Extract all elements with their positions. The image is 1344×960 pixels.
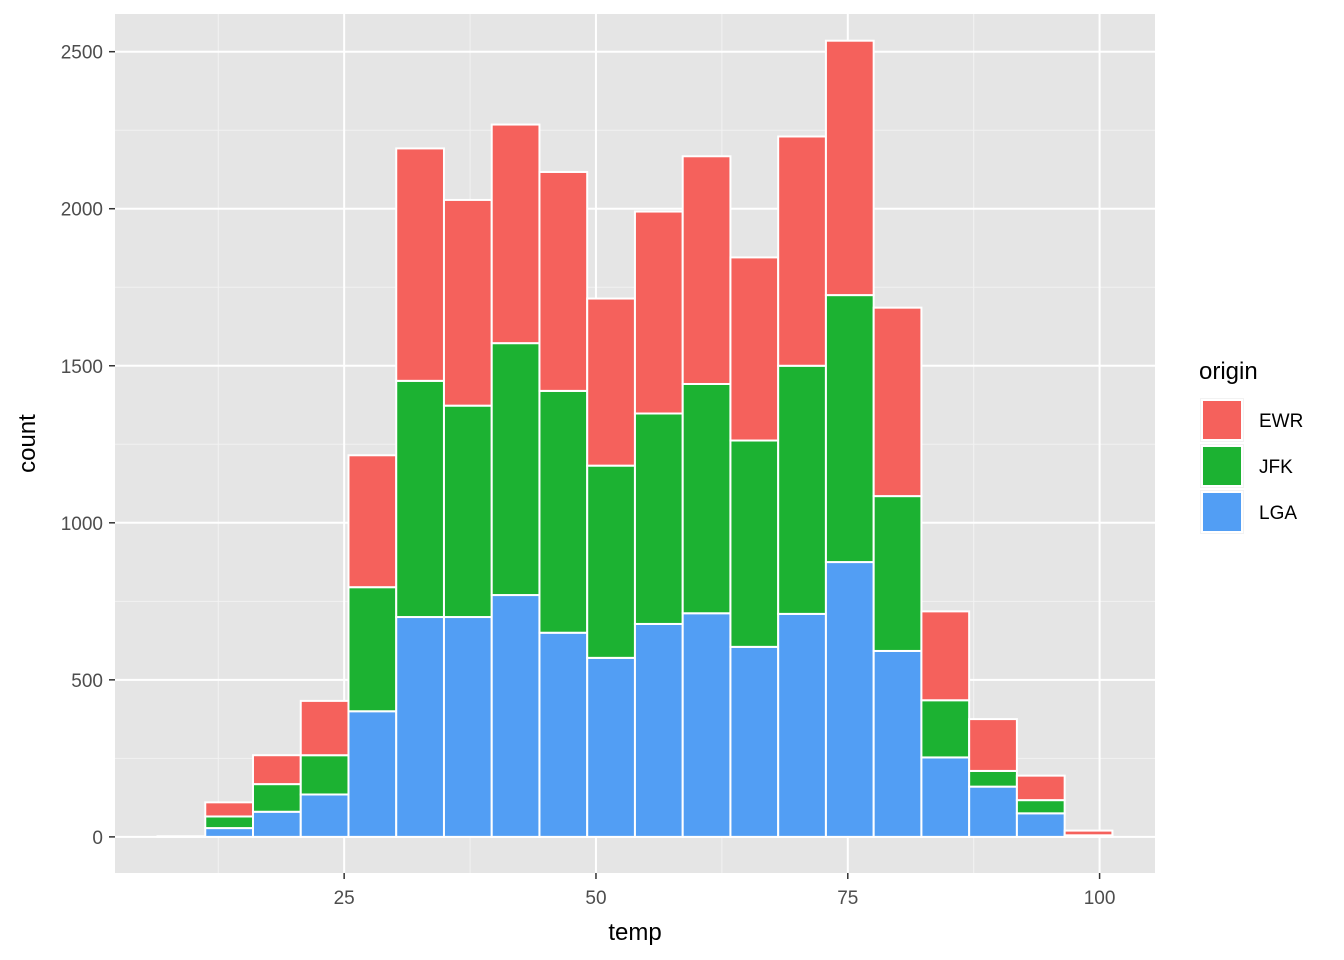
bar-jfk-9: [586, 464, 636, 659]
bar-lga-5: [395, 616, 445, 838]
bar-ewr-13: [777, 135, 827, 367]
y-tick-label: 2500: [61, 43, 103, 64]
bar-lga-17: [968, 785, 1018, 838]
bar-jfk-18: [1015, 799, 1066, 815]
bar-ewr-5: [395, 147, 445, 382]
bar-jfk-8: [538, 389, 589, 634]
bar-ewr-16: [920, 610, 971, 702]
bar-jfk-6: [442, 404, 493, 619]
bar-lga-11: [681, 612, 732, 838]
x-tick-label: 100: [1084, 888, 1116, 909]
x-tick-label: 75: [837, 888, 858, 909]
bar-jfk-16: [920, 699, 971, 759]
y-tick-label: 1500: [61, 357, 103, 378]
legend-label-ewr: EWR: [1259, 411, 1303, 432]
bar-jfk-15: [872, 495, 923, 652]
bar-lga-15: [872, 649, 923, 838]
bar-jfk-14: [824, 294, 875, 564]
bar-jfk-12: [729, 439, 780, 648]
bar-ewr-12: [729, 256, 780, 442]
bar-ewr-7: [490, 123, 541, 345]
bar-lga-9: [586, 656, 636, 838]
bar-ewr-9: [586, 297, 636, 467]
bar-jfk-1: [204, 815, 254, 830]
bar-lga-4: [347, 710, 398, 838]
y-axis-title: count: [14, 414, 41, 473]
y-tick-label: 2000: [61, 200, 103, 221]
bar-jfk-10: [633, 412, 684, 625]
x-axis-title: temp: [608, 919, 661, 946]
bar-ewr-18: [1015, 774, 1066, 802]
bar-lga-16: [920, 756, 971, 838]
bar-lga-18: [1015, 812, 1066, 838]
bar-lga-12: [729, 645, 780, 838]
legend-label-jfk: JFK: [1259, 457, 1293, 478]
legend-label-lga: LGA: [1259, 503, 1297, 524]
legend-title: origin: [1199, 358, 1258, 385]
bar-lga-3: [299, 793, 350, 838]
bar-jfk-3: [299, 754, 350, 796]
bar-jfk-2: [251, 783, 302, 813]
bar-lga-6: [442, 616, 493, 838]
bar-ewr-8: [538, 170, 589, 392]
bar-ewr-11: [681, 155, 732, 385]
bar-ewr-0: [156, 835, 207, 838]
y-tick-label: 1000: [61, 514, 103, 535]
bar-lga-8: [538, 631, 589, 838]
bar-ewr-10: [633, 210, 684, 415]
bar-jfk-11: [681, 382, 732, 615]
bar-ewr-2: [251, 754, 302, 786]
bar-lga-10: [633, 622, 684, 838]
bar-ewr-4: [347, 454, 398, 589]
bar-lga-7: [490, 594, 541, 838]
legend-swatch-ewr: [1201, 399, 1243, 441]
bar-jfk-7: [490, 342, 541, 597]
bar-ewr-1: [204, 801, 254, 818]
bar-ewr-6: [442, 198, 493, 407]
bar-lga-13: [777, 612, 827, 838]
bar-jfk-4: [347, 586, 398, 713]
bar-ewr-3: [299, 699, 350, 757]
bar-ewr-14: [824, 39, 875, 297]
legend-swatch-jfk: [1201, 445, 1243, 487]
bar-lga-1: [204, 827, 254, 838]
y-tick-label: 500: [71, 671, 103, 692]
bar-ewr-15: [872, 306, 923, 498]
x-tick-label: 50: [585, 888, 606, 909]
legend-swatch-lga: [1201, 491, 1243, 533]
x-tick-label: 25: [334, 888, 355, 909]
bar-lga-14: [824, 561, 875, 838]
bar-ewr-19: [1063, 829, 1114, 837]
bar-lga-2: [251, 810, 302, 838]
bar-ewr-17: [968, 718, 1018, 772]
bar-jfk-17: [968, 769, 1018, 788]
y-tick-label: 0: [92, 828, 103, 849]
bar-jfk-5: [395, 379, 445, 619]
bar-jfk-13: [777, 364, 827, 615]
legend: origin EWR JFK LGA: [1199, 358, 1303, 534]
